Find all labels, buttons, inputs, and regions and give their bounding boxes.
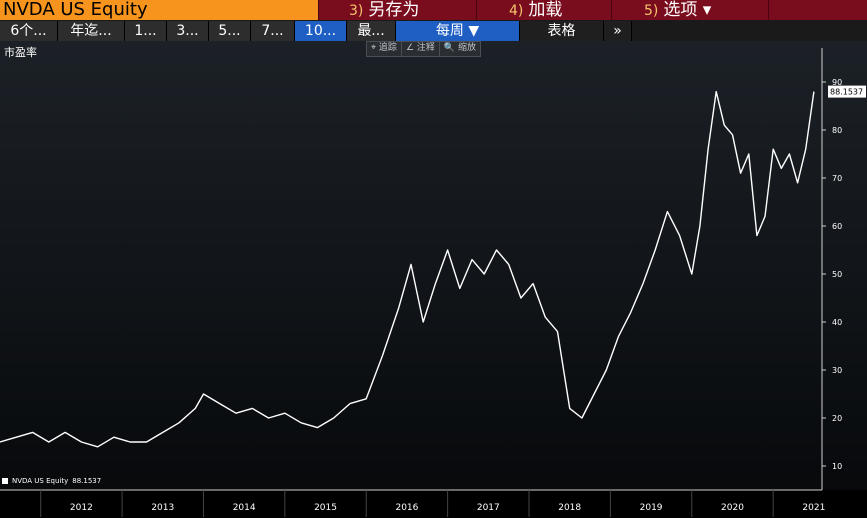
range-1y-button[interactable]: 1... (125, 21, 167, 41)
y-tick-label: 60 (832, 222, 842, 231)
series-line (0, 90, 815, 448)
y-tick-label: 90 (832, 78, 842, 87)
range-5y-button[interactable]: 5... (209, 21, 251, 41)
x-tick-label: 2015 (314, 503, 337, 513)
legend-label: NVDA US Equity (12, 477, 69, 485)
frequency-dropdown[interactable]: 每周 ▼ (396, 21, 520, 41)
range-ytd-button[interactable]: 年迄... (58, 21, 125, 41)
save-as-label: 另存为 (368, 0, 420, 20)
legend-value: 88.1537 (72, 477, 102, 485)
range-7y-button[interactable]: 7... (251, 21, 295, 41)
range-6m-button[interactable]: 6个... (0, 21, 58, 41)
track-tool[interactable]: ⌖ 追踪 (367, 42, 402, 56)
options-hotkey: 5) (644, 3, 659, 19)
y-axis-title: 市盈率 (4, 46, 37, 59)
x-tick-label: 2013 (151, 503, 174, 513)
zoom-tool[interactable]: 🔍 缩放 (443, 43, 476, 53)
save-as-hotkey: 3) (349, 3, 364, 19)
y-tick-label: 80 (832, 126, 842, 135)
last-value-text: 88.1537 (830, 88, 863, 97)
annotate-tool[interactable]: ∠ 注释 (402, 42, 440, 56)
y-tick-label: 30 (832, 366, 842, 375)
table-button[interactable]: 表格 (520, 21, 604, 41)
y-tick-label: 70 (832, 174, 842, 183)
x-tick-label: 2021 (802, 503, 825, 513)
chart-tools: ⌖ 追踪 ∠ 注释 🔍 缩放 (366, 41, 481, 57)
legend-swatch (2, 478, 8, 484)
x-tick-label: 2017 (477, 503, 500, 513)
legend: NVDA US Equity 88.1537 (2, 477, 101, 485)
range-10y-button[interactable]: 10... (295, 21, 347, 41)
x-axis-band (0, 490, 867, 518)
save-as-button[interactable]: 3) 另存为 (318, 0, 476, 20)
y-tick-label: 10 (832, 462, 842, 471)
y-tick-label: 50 (832, 270, 842, 279)
range-3y-button[interactable]: 3... (167, 21, 209, 41)
last-value-badge (828, 85, 866, 98)
load-hotkey: 4) (509, 3, 524, 19)
options-label: 选项 ▾ (663, 0, 712, 20)
load-button[interactable]: 4) 加载 (476, 0, 611, 20)
options-button[interactable]: 5) 选项 ▾ (611, 0, 768, 20)
x-tick-label: 2019 (640, 503, 663, 513)
x-tick-label: 2020 (721, 503, 744, 513)
x-tick-label: 2012 (70, 503, 93, 513)
ticker-title[interactable]: NVDA US Equity (0, 0, 318, 20)
y-tick-label: 40 (832, 318, 842, 327)
x-tick-label: 2016 (395, 503, 418, 513)
load-label: 加载 (528, 0, 563, 20)
titlebar-spacer (768, 0, 867, 20)
more-button[interactable]: » (604, 21, 632, 41)
x-tick-label: 2014 (233, 503, 256, 513)
y-tick-label: 20 (832, 414, 842, 423)
x-tick-label: 2018 (558, 503, 581, 513)
range-max-button[interactable]: 最... (347, 21, 396, 41)
